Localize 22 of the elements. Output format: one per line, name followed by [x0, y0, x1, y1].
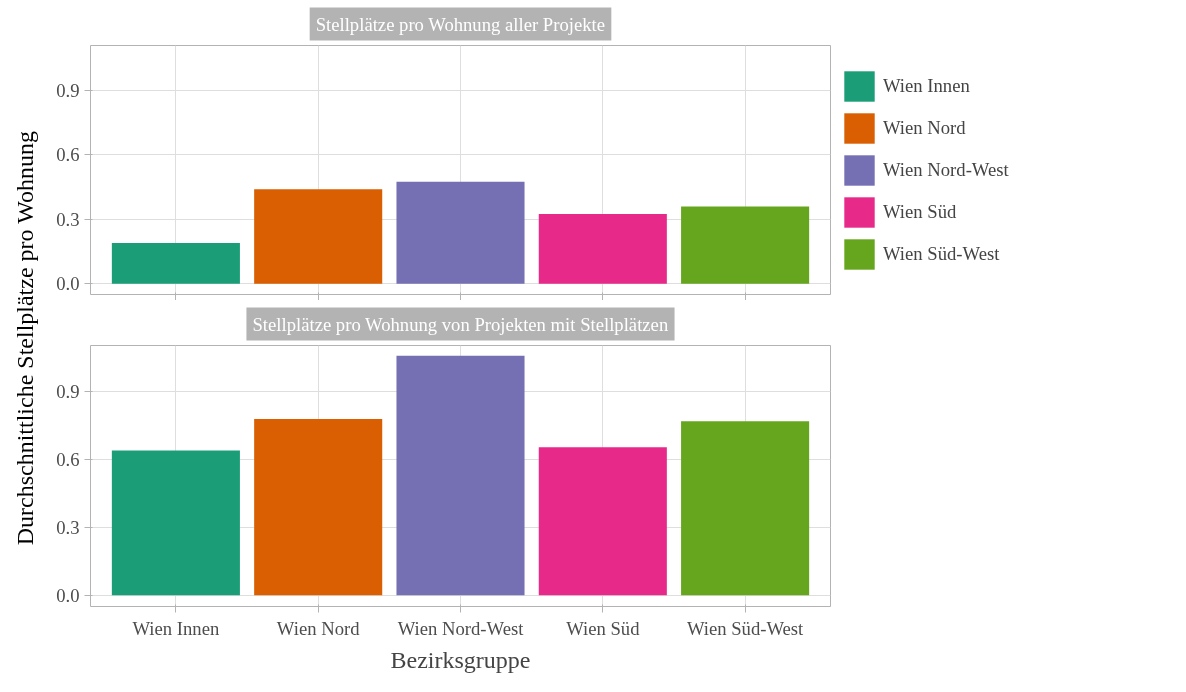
y-tick-label: 0.9	[56, 80, 80, 102]
y-tick-label: 0.0	[56, 273, 80, 295]
legend-label: Wien Nord	[883, 115, 966, 140]
y-tick-label: 0.3	[56, 516, 80, 538]
chart-title: Stellplätze pro Wohnung aller Projekte	[315, 13, 605, 35]
x-tick-label: Wien Süd	[566, 617, 641, 639]
x-tick-label: Wien Nord	[276, 617, 361, 639]
legend-label: Wien Innen	[883, 73, 970, 98]
y-axis-title: Durchschnittliche Stellplätze pro Wohnung	[11, 131, 38, 546]
x-tick-label: Wien Innen	[132, 617, 220, 639]
legend-label: Wien Süd-West	[883, 241, 1000, 266]
x-tick-label: Wien Nord-West	[397, 617, 525, 639]
y-tick-label: 0.9	[56, 381, 80, 403]
legend-label: Wien Süd	[883, 199, 957, 224]
chart-title: Stellplätze pro Wohnung von Projekten mit Stellplätzen	[252, 313, 669, 335]
y-tick-label: 0.6	[56, 144, 80, 166]
y-tick-label: 0.6	[56, 449, 80, 471]
x-axis-title: Bezirksgruppe	[390, 646, 531, 673]
legend-label: Wien Nord-West	[883, 157, 1009, 182]
y-tick-label: 0.0	[56, 584, 80, 606]
y-tick-label: 0.3	[56, 208, 80, 230]
x-tick-label: Wien Süd-West	[686, 617, 805, 639]
